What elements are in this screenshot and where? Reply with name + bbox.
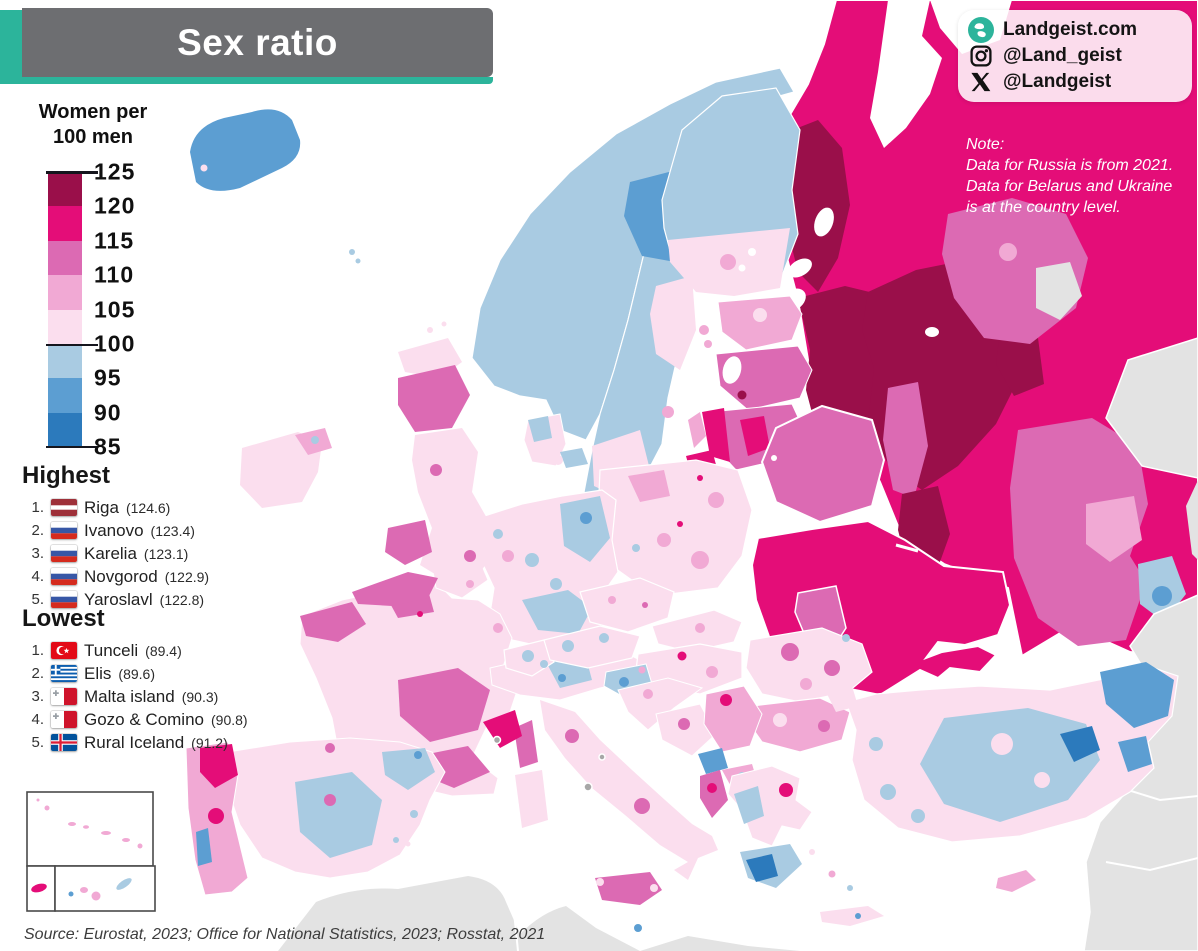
- branding-instagram: @Land_geist: [1003, 45, 1122, 66]
- legend-color-scale: [46, 171, 98, 448]
- list-item: 3. Karelia (123.1): [31, 543, 189, 563]
- map-region-germany: [477, 489, 619, 649]
- russia-flag-icon: [51, 522, 77, 539]
- x-twitter-icon: [968, 69, 994, 95]
- malta-flag-icon: [51, 688, 77, 705]
- title-banner: Sex ratio: [22, 8, 493, 77]
- russia-flag-icon: [51, 568, 77, 585]
- map-region-united-kingdom: [352, 321, 495, 606]
- legend-tick-100: [46, 343, 98, 347]
- branding-card: Landgeist.com @Land_geist @Landgeist: [958, 10, 1192, 102]
- map-note: Note: Data for Russia is from 2021. Data…: [966, 136, 1174, 217]
- latvia-flag-icon: [51, 499, 77, 516]
- legend-band-110-115: [48, 240, 82, 276]
- branding-x-handle: @Landgeist: [1003, 71, 1112, 92]
- list-item: 1. Tunceli (89.4): [31, 640, 182, 660]
- map-region-spain: [227, 737, 446, 879]
- map-region-russia: [772, 0, 1198, 662]
- source-credit: Source: Eurostat, 2023; Office for Natio…: [24, 926, 546, 943]
- page-title: Sex ratio: [177, 21, 338, 63]
- branding-instagram-row: @Land_geist: [968, 43, 1182, 69]
- iceland-flag-icon: [51, 734, 77, 751]
- highest-heading: Highest: [22, 462, 111, 489]
- highest-list: Highest 1. Riga (124.6) 2. Ivanovo (123.…: [22, 462, 209, 611]
- list-item: 1. Riga (124.6): [31, 497, 171, 517]
- map-region-turkey: [826, 662, 1179, 892]
- map-region-belarus: [760, 404, 886, 524]
- map-region-greece: [727, 765, 884, 926]
- branding-x-row: @Landgeist: [968, 69, 1182, 95]
- legend-band-120-125: [48, 172, 82, 207]
- legend-band-105-110: [48, 275, 82, 310]
- legend-tick-labels: 125 120 115 110 105 100 95 90 85: [94, 158, 136, 460]
- branding-site-row: Landgeist.com: [968, 17, 1182, 43]
- title-accent-bar: [0, 10, 22, 84]
- map-region-balkans: [617, 627, 873, 818]
- map-region-denmark: [523, 413, 588, 468]
- lowest-heading: Lowest: [22, 605, 105, 632]
- list-item: 5. Rural Iceland (91.2): [31, 732, 228, 752]
- legend-title: Women per 100 men: [38, 101, 148, 148]
- list-item: 5. Yaroslavl (122.8): [31, 589, 205, 609]
- russia-flag-icon: [51, 545, 77, 562]
- map-region-poland: [597, 459, 753, 597]
- list-item: 4. Gozo & Comino (90.8): [31, 709, 248, 729]
- list-item: 3. Malta island (90.3): [31, 686, 219, 706]
- malta-flag-icon: [51, 711, 77, 728]
- title-underline: [22, 77, 493, 84]
- landgeist-logo-icon: [968, 17, 994, 43]
- instagram-icon: [968, 43, 994, 69]
- legend-band-90-95: [48, 378, 82, 413]
- legend-band-85-90: [48, 412, 82, 447]
- list-item: 4. Novgorod (122.9): [31, 566, 210, 586]
- legend-tick-85: [46, 445, 98, 448]
- greece-flag-icon: [51, 665, 77, 682]
- legend-band-100-105: [48, 309, 82, 344]
- list-item: 2. Ivanovo (123.4): [31, 520, 195, 540]
- branding-site: Landgeist.com: [1003, 19, 1138, 40]
- map-region-ireland: [240, 428, 332, 508]
- turkey-flag-icon: [51, 642, 77, 659]
- map-region-portugal: [185, 741, 249, 896]
- map-region-finland: [661, 87, 801, 296]
- map-inset-islands: [26, 791, 156, 912]
- russia-flag-icon: [51, 591, 77, 608]
- lowest-list: Lowest 1. Tunceli (89.4) 2. Elis (89.6) …: [22, 605, 248, 754]
- legend-band-95-100: [48, 343, 82, 379]
- legend-tick-125: [46, 171, 98, 174]
- map-region-iceland: [190, 109, 361, 264]
- legend-band-115-120: [48, 206, 82, 241]
- list-item: 2. Elis (89.6): [31, 663, 155, 683]
